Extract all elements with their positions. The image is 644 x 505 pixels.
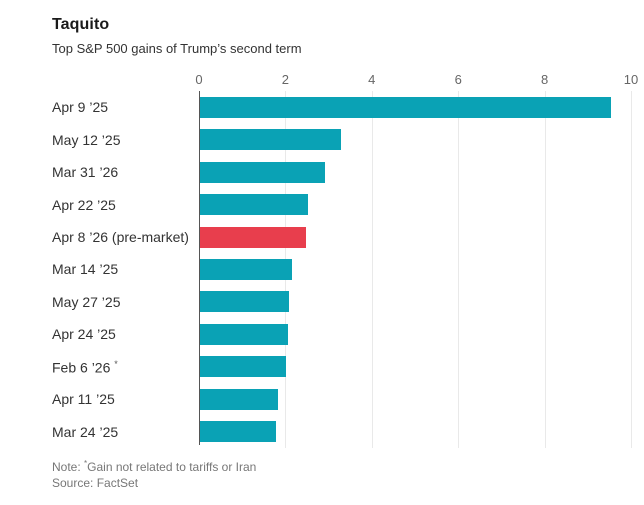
chart-footer: Note: *Gain not related to tariffs or Ir… [52, 456, 256, 491]
gridline [544, 91, 546, 448]
bar [200, 323, 288, 345]
bar-track [199, 356, 631, 378]
bar-label: Apr 9 ’25 [52, 99, 109, 116]
bar-label: Mar 14 ’25 [52, 261, 119, 278]
bar [200, 194, 309, 216]
label-asterisk: * [114, 358, 118, 369]
bar-chart: Apr 9 ’25 May 12 ’25 Mar 31 ’26 Apr 22 ’25 A… [52, 91, 632, 448]
bar-label: Apr 8 ’26 (pre-market) [52, 229, 189, 246]
x-axis: 0 2 4 6 8 10 [0, 72, 644, 88]
bar [200, 291, 289, 313]
bar-label: Mar 31 ’26 [52, 164, 119, 181]
chart-row: Apr 11 ’25 [52, 383, 631, 415]
chart-row: Apr 9 ’25 [52, 91, 631, 123]
bar-track [199, 194, 631, 216]
bar [200, 96, 612, 118]
x-tick-label: 6 [454, 72, 462, 87]
chart-row: Mar 14 ’25 [52, 253, 631, 285]
chart-row: Apr 22 ’25 [52, 188, 631, 220]
bar-label: Feb 6 ’26 * [52, 358, 118, 376]
footnote: Note: *Gain not related to tariffs or Ir… [52, 459, 257, 474]
bar [200, 258, 293, 280]
bar-track [199, 421, 631, 443]
x-tick-label: 8 [540, 72, 549, 87]
chart-row: Feb 6 ’26 * [52, 351, 631, 383]
bar-label: May 12 ’25 [52, 131, 121, 148]
chart-row: Mar 24 ’25 [52, 416, 631, 448]
chart-subtitle: Top S&P 500 gains of Trump’s second term [52, 41, 302, 56]
bar [200, 161, 326, 183]
x-tick-label: 4 [368, 72, 376, 87]
footnote-asterisk: * [84, 459, 88, 468]
bar-label: Mar 24 ’25 [52, 423, 119, 440]
bar-track [199, 323, 631, 345]
x-tick-label: 0 [195, 72, 203, 87]
axis-line [199, 91, 200, 445]
bar [200, 129, 341, 151]
bar [200, 388, 279, 410]
bar-label: May 27 ’25 [52, 293, 121, 310]
bar-label: Apr 24 ’25 [52, 326, 116, 343]
chart-row: Mar 31 ’26 [52, 156, 631, 188]
bar [200, 421, 277, 443]
bar-track [199, 226, 631, 248]
gridline [631, 91, 632, 448]
bar-track [199, 129, 631, 151]
x-tick-label: 10 [623, 72, 639, 87]
bar [200, 356, 287, 378]
chart-row: May 27 ’25 [52, 286, 631, 318]
x-tick-label: 2 [281, 72, 290, 87]
bar-highlighted [200, 226, 307, 248]
bar-track [199, 291, 631, 313]
bar-track [199, 161, 631, 183]
chart-title: Taquito [52, 16, 110, 33]
gridline [458, 91, 460, 448]
bar-track [199, 258, 631, 280]
source-line: Source: FactSet [52, 476, 139, 490]
bar-label: Apr 22 ’25 [52, 196, 116, 213]
chart-row: Apr 8 ’26 (pre-market) [52, 221, 631, 253]
gridline [371, 91, 373, 448]
chart-row: Apr 24 ’25 [52, 318, 631, 350]
bar-rows: Apr 9 ’25 May 12 ’25 Mar 31 ’26 Apr 22 ’25 A… [52, 91, 631, 448]
bar-track [199, 388, 631, 410]
bar-label: Apr 11 ’25 [52, 391, 115, 408]
bar-track [199, 96, 631, 118]
chart-row: May 12 ’25 [52, 123, 631, 155]
